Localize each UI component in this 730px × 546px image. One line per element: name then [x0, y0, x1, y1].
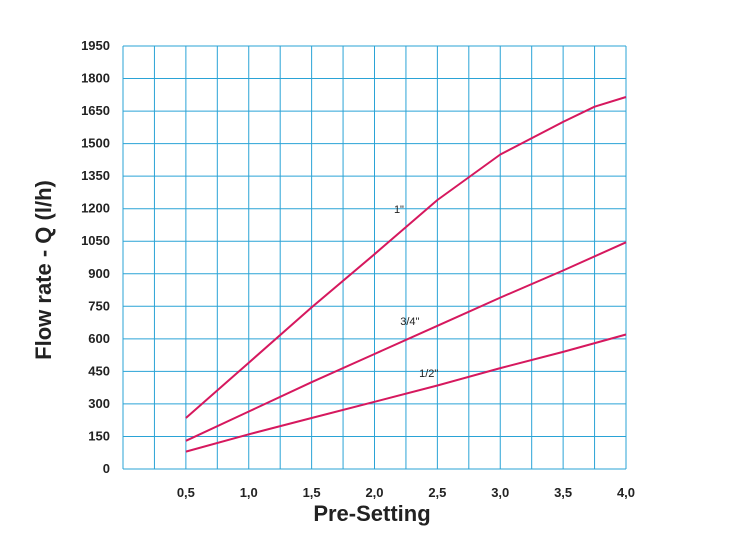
y-tick-label: 150	[88, 428, 110, 443]
x-tick-labels: 0,5 1,0 1,5 2,0 2,5 3,0 3,5 4,0	[177, 485, 635, 500]
series-label-1: 3/4"	[400, 316, 419, 328]
y-axis-label: Flow rate - Q (l/h)	[31, 180, 56, 360]
y-tick-label: 300	[88, 396, 110, 411]
x-tick-label: 4,0	[617, 485, 635, 500]
x-tick-label: 3,0	[491, 485, 509, 500]
y-tick-label: 1500	[81, 136, 110, 151]
y-tick-label: 450	[88, 363, 110, 378]
y-tick-label: 1350	[81, 168, 110, 183]
x-tick-label: 0,5	[177, 485, 195, 500]
y-tick-label: 750	[88, 298, 110, 313]
x-tick-label: 1,0	[240, 485, 258, 500]
series-label-0: 1"	[394, 204, 404, 216]
series-line-2	[185, 333, 627, 453]
x-axis-label: Pre-Setting	[313, 501, 430, 526]
y-tick-label: 1200	[81, 201, 110, 216]
y-tick-label: 1800	[81, 71, 110, 86]
y-tick-label: 600	[88, 331, 110, 346]
series-line-0	[185, 96, 627, 419]
x-tick-label: 2,0	[365, 485, 383, 500]
y-tick-label: 0	[103, 461, 110, 476]
y-tick-labels: 0 150 300 450 600 750 900 1050 1200 1350 1500 1650 1…	[81, 38, 110, 476]
y-tick-label: 1950	[81, 38, 110, 53]
series-line-1	[185, 241, 627, 442]
y-tick-label: 1050	[81, 233, 110, 248]
x-tick-label: 2,5	[428, 485, 446, 500]
series-lines	[185, 96, 627, 453]
y-tick-label: 1650	[81, 103, 110, 118]
x-tick-label: 3,5	[554, 485, 572, 500]
series-labels: 1" 3/4" 1/2"	[394, 204, 438, 380]
series-label-2: 1/2"	[419, 368, 438, 380]
y-tick-label: 900	[88, 266, 110, 281]
grid	[122, 45, 627, 470]
x-tick-label: 1,5	[303, 485, 321, 500]
